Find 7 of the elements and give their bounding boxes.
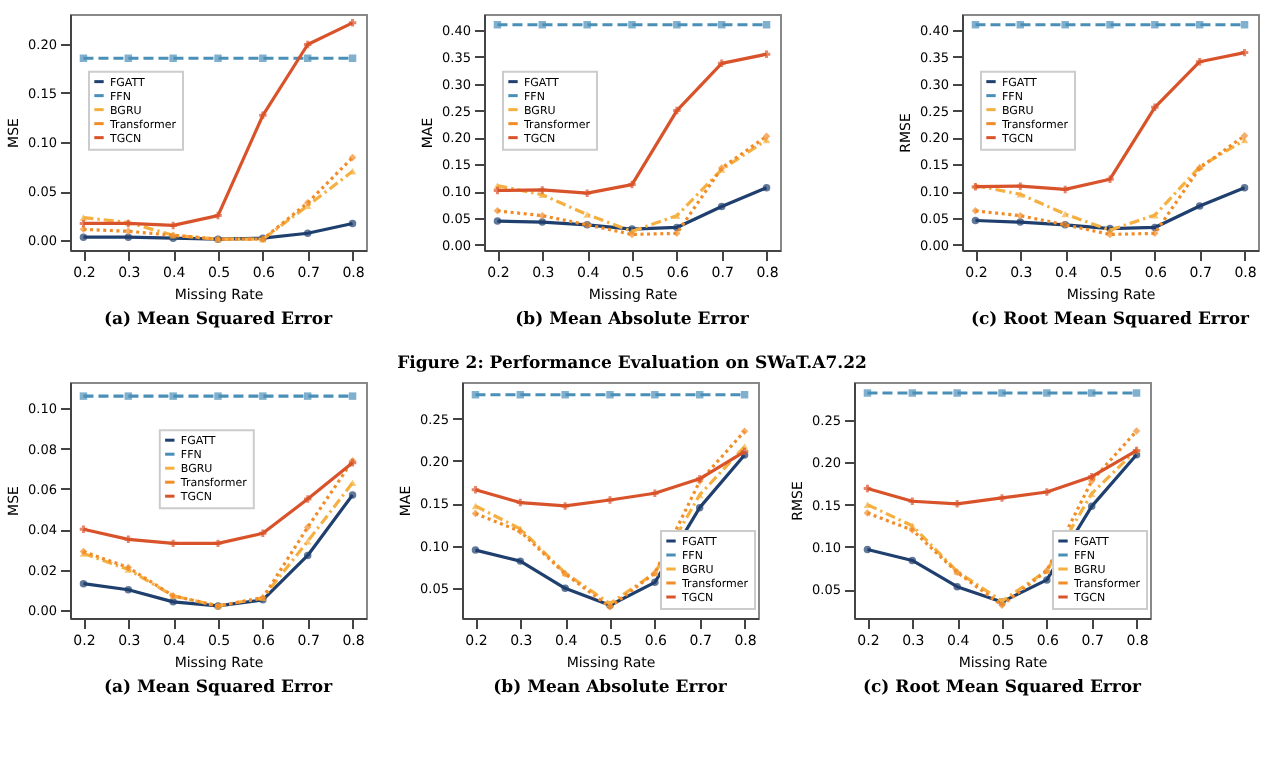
caption: Figure 2: Performance Evaluation on SWaT.A7.22 [397, 354, 868, 374]
text: (b) Mean Absolute Error [493, 678, 728, 698]
text: (c) Root Mean Squared Error [970, 310, 1251, 330]
text: (c) Root Mean Squared Error [862, 678, 1143, 698]
text: (a) Mean Squared Error [103, 310, 334, 330]
text: (b) Mean Absolute Error [515, 310, 750, 330]
text: (a) Mean Squared Error [103, 678, 334, 698]
